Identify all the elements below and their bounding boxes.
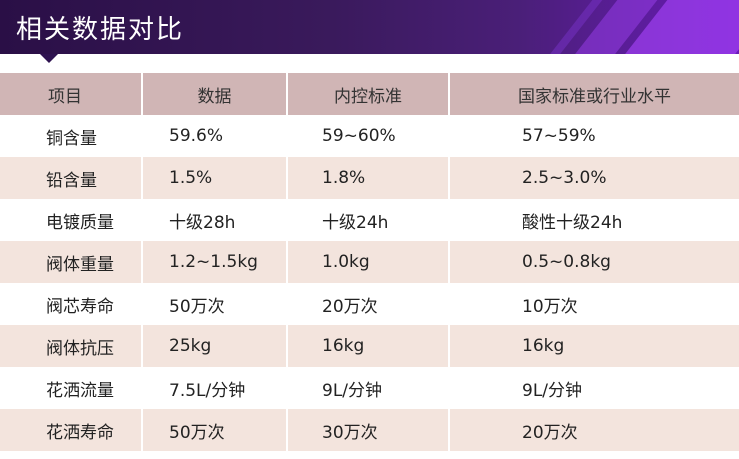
row-internal-value: 十级24h [287,199,450,241]
section-banner: 相关数据对比 [0,0,739,54]
row-item-name: 铅含量 [0,157,143,199]
row-national-value: 57~59% [449,115,739,157]
row-national-value: 0.5~0.8kg [449,241,739,283]
row-item-name: 铜含量 [0,115,143,157]
row-internal-value: 9L/分钟 [287,367,450,409]
row-data-value: 50万次 [142,409,288,451]
row-item-name: 阀体抗压 [0,325,143,367]
row-data-value: 1.2~1.5kg [142,241,288,283]
row-internal-value: 16kg [287,325,450,367]
section-title: 相关数据对比 [16,15,185,45]
row-item-name: 阀芯寿命 [0,283,143,325]
row-internal-value: 1.0kg [287,241,450,283]
row-internal-value: 59~60% [287,115,450,157]
row-national-value: 酸性十级24h [449,199,739,241]
row-internal-value: 30万次 [287,409,450,451]
header-internal-standard: 内控标准 [287,73,450,115]
table-row: 阀体重量 1.2~1.5kg 1.0kg 0.5~0.8kg [0,241,739,283]
row-internal-value: 20万次 [287,283,450,325]
row-item-name: 阀体重量 [0,241,143,283]
table-row: 铜含量 59.6% 59~60% 57~59% [0,115,739,157]
row-item-name: 花洒寿命 [0,409,143,451]
row-data-value: 50万次 [142,283,288,325]
row-internal-value: 1.8% [287,157,450,199]
row-national-value: 16kg [449,325,739,367]
header-data: 数据 [142,73,288,115]
table-header-row: 项目 数据 内控标准 国家标准或行业水平 [0,73,739,115]
table-row: 阀芯寿命 50万次 20万次 10万次 [0,283,739,325]
row-national-value: 9L/分钟 [449,367,739,409]
row-data-value: 十级28h [142,199,288,241]
row-national-value: 2.5~3.0% [449,157,739,199]
banner-pointer-arrow [40,54,58,63]
table-row: 花洒流量 7.5L/分钟 9L/分钟 9L/分钟 [0,367,739,409]
row-item-name: 花洒流量 [0,367,143,409]
header-item: 项目 [0,73,143,115]
row-national-value: 20万次 [449,409,739,451]
row-item-name: 电镀质量 [0,199,143,241]
row-data-value: 25kg [142,325,288,367]
row-national-value: 10万次 [449,283,739,325]
table-row: 花洒寿命 50万次 30万次 20万次 [0,409,739,451]
row-data-value: 1.5% [142,157,288,199]
comparison-table: 项目 数据 内控标准 国家标准或行业水平 铜含量 59.6% 59~60% 57… [0,73,739,451]
table-row: 电镀质量 十级28h 十级24h 酸性十级24h [0,199,739,241]
row-data-value: 7.5L/分钟 [142,367,288,409]
table-row: 铅含量 1.5% 1.8% 2.5~3.0% [0,157,739,199]
table-row: 阀体抗压 25kg 16kg 16kg [0,325,739,367]
row-data-value: 59.6% [142,115,288,157]
header-national-standard: 国家标准或行业水平 [449,73,739,115]
